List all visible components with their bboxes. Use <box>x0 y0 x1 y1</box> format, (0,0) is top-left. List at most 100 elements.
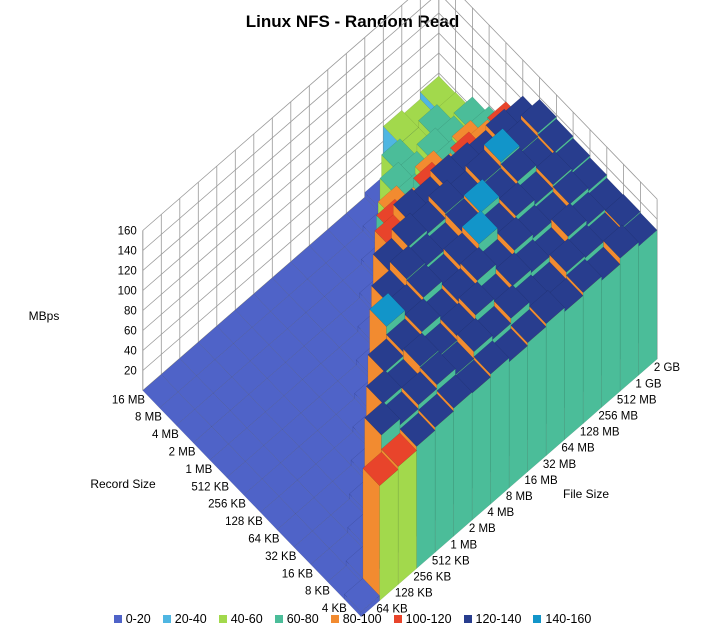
legend-swatch <box>330 615 339 623</box>
surface-side <box>490 357 510 505</box>
surface-cell <box>500 147 537 182</box>
surface-cell <box>160 358 197 393</box>
surface-cell <box>493 284 530 319</box>
file-size-label: 4 MB <box>487 507 514 519</box>
surface-cell <box>419 350 456 386</box>
surface-cell <box>197 325 234 360</box>
legend-swatch <box>113 615 122 623</box>
surface-cell <box>520 98 557 134</box>
record-size-label: 128 KB <box>225 516 263 528</box>
file-size-label: 16 MB <box>524 475 558 487</box>
surface-side <box>619 241 639 392</box>
surface-cell <box>428 179 465 214</box>
surface-cell <box>362 451 399 487</box>
record-size-label: 8 KB <box>305 586 330 598</box>
file-size-label: 2 GB <box>654 362 681 374</box>
surface-cell <box>497 216 534 251</box>
surface-cell <box>463 178 500 213</box>
record-size-label: 16 MB <box>112 394 146 406</box>
z-tick-label: 40 <box>124 346 137 358</box>
surface-cell <box>179 341 216 377</box>
legend-label: 0-20 <box>125 612 151 626</box>
legend-label: 100-120 <box>405 612 452 626</box>
legend-swatch <box>274 615 283 623</box>
surface-cell <box>399 412 436 447</box>
surface-cell <box>498 182 535 217</box>
surface-cell <box>391 212 428 247</box>
file-size-label: 512 KB <box>432 555 470 567</box>
legend-item: 140-160 <box>533 612 591 626</box>
grid-line <box>142 0 658 231</box>
surface-cell <box>418 393 454 428</box>
legend-swatch <box>533 615 542 623</box>
record-size-label: 2 MB <box>169 446 196 458</box>
surface-side <box>638 229 658 376</box>
surface-cell <box>293 530 330 565</box>
surface-cell <box>495 252 532 287</box>
surface-cell <box>566 258 602 293</box>
z-tick-label: 160 <box>118 226 137 238</box>
surface-cell <box>456 317 493 353</box>
surface-cell <box>603 224 639 259</box>
z-tick-label: 60 <box>124 326 137 338</box>
file-size-label: 2 MB <box>469 523 496 535</box>
record-size-label: 16 KB <box>282 568 314 580</box>
surface-cell <box>604 193 641 229</box>
legend-label: 60-80 <box>286 612 319 626</box>
legend-item: 20-40 <box>162 612 207 626</box>
surface-cell <box>461 210 498 245</box>
z-tick-label: 120 <box>118 266 137 278</box>
surface-cell <box>381 432 417 467</box>
surface-side <box>471 376 491 521</box>
legend-item: 100-120 <box>393 612 452 626</box>
legend-swatch <box>463 615 472 623</box>
surface-cell <box>510 308 547 344</box>
surface-cell <box>483 128 520 163</box>
legend-swatch <box>162 615 171 623</box>
surface-cell <box>458 281 495 316</box>
surface-cell <box>312 514 349 549</box>
surface-cell <box>549 238 586 273</box>
surface-cell <box>211 410 248 445</box>
surface-cell <box>473 340 510 375</box>
surface-side <box>379 469 399 602</box>
z-axis-title: MBps <box>29 309 60 323</box>
surface-side <box>508 345 528 489</box>
surface-cell <box>344 577 380 613</box>
record-size-label: 256 KB <box>208 499 246 511</box>
file-size-label: 128 MB <box>580 427 620 439</box>
surface-cell <box>260 495 296 531</box>
surface-cell <box>297 463 333 498</box>
surface-cell <box>402 332 439 367</box>
legend-swatch <box>393 615 402 623</box>
legend-label: 20-40 <box>174 612 207 626</box>
surface-side <box>601 263 621 408</box>
legend-item: 60-80 <box>274 612 319 626</box>
surface-cell <box>212 376 250 411</box>
surface-cell <box>465 149 502 184</box>
surface-side <box>416 429 436 570</box>
surface-cell <box>364 401 401 436</box>
surface-cell <box>365 369 402 404</box>
z-tick-label: 80 <box>124 306 137 318</box>
surface-side <box>453 391 473 537</box>
surface-cell <box>406 263 443 298</box>
legend-label: 40-60 <box>230 612 263 626</box>
file-size-label: 64 MB <box>561 443 595 455</box>
surface-cell <box>401 371 438 406</box>
legend-label: 140-160 <box>545 612 592 626</box>
legend-item: 0-20 <box>113 612 151 626</box>
surface-cell <box>276 513 313 548</box>
file-size-label: 128 KB <box>395 588 433 600</box>
surface-cell <box>552 170 589 205</box>
surface-cell <box>529 289 565 325</box>
legend-label: 80-100 <box>342 612 382 626</box>
surface-cell <box>295 497 332 532</box>
file-size-label: 256 MB <box>598 411 638 423</box>
record-size-label: 4 KB <box>322 603 347 615</box>
file-size-axis-title: File Size <box>563 487 609 501</box>
legend-item: 80-100 <box>330 612 382 626</box>
legend-label: 120-140 <box>475 612 522 626</box>
record-size-label: 8 MB <box>135 412 162 424</box>
